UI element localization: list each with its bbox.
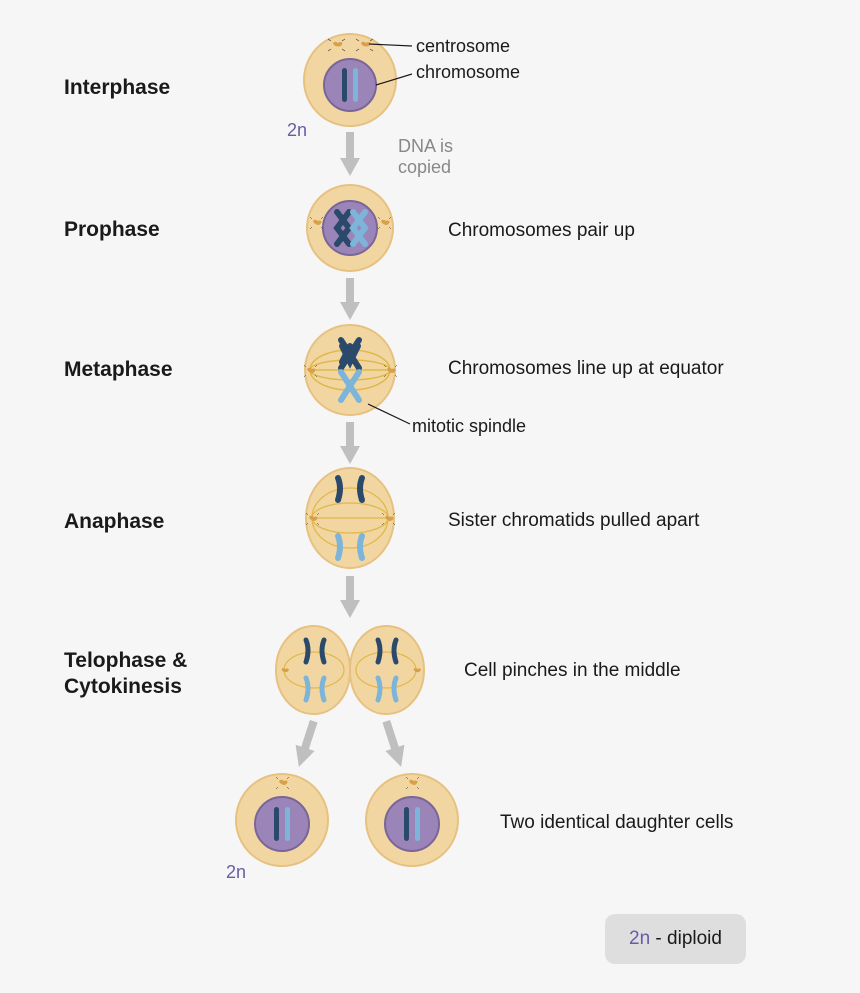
prophase-cell <box>304 182 396 274</box>
telophase-desc: Cell pinches in the middle <box>464 660 681 682</box>
arrow-left <box>286 720 326 770</box>
legend-key: 2n <box>629 928 650 949</box>
legend-dash: - <box>650 928 667 949</box>
legend-value: diploid <box>667 928 722 949</box>
stage-anaphase-label: Anaphase <box>64 510 164 534</box>
anaphase-cell <box>302 464 398 572</box>
dna-copied-label: DNA is copied <box>398 136 453 177</box>
callout-chromosome: chromosome <box>416 62 520 83</box>
stage-metaphase-label: Metaphase <box>64 358 173 382</box>
arrow-2 <box>340 278 360 320</box>
arrow-1 <box>340 132 360 176</box>
legend-box: 2n - diploid <box>605 914 746 964</box>
prophase-desc: Chromosomes pair up <box>448 220 635 242</box>
arrow-right <box>374 720 414 770</box>
interphase-ploidy: 2n <box>287 120 307 141</box>
interphase-callouts <box>364 30 424 110</box>
telophase-cell <box>272 622 428 718</box>
arrow-4 <box>340 576 360 618</box>
callout-spindle: mitotic spindle <box>412 416 526 437</box>
stage-interphase-label: Interphase <box>64 76 170 100</box>
metaphase-desc: Chromosomes line up at equator <box>448 358 724 380</box>
daughter-cell-left <box>232 770 332 870</box>
daughter-ploidy: 2n <box>226 862 246 883</box>
arrow-3 <box>340 422 360 464</box>
anaphase-desc: Sister chromatids pulled apart <box>448 510 699 532</box>
daughter-cell-right <box>362 770 462 870</box>
stage-prophase-label: Prophase <box>64 218 160 242</box>
daughter-desc: Two identical daughter cells <box>500 812 733 834</box>
callout-centrosome: centrosome <box>416 36 510 57</box>
stage-telophase-label: Telophase & Cytokinesis <box>64 648 187 701</box>
